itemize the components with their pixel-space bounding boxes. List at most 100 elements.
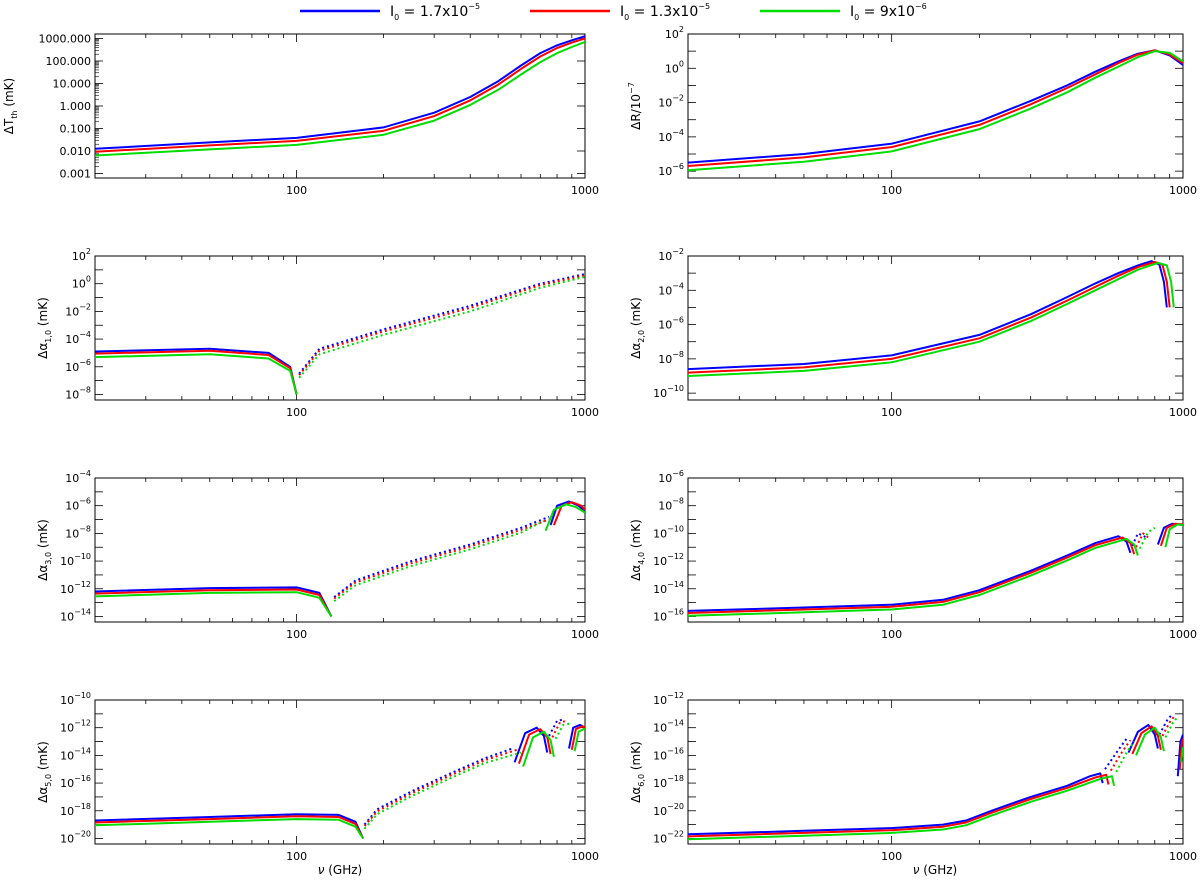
x-tick-label: 1000	[1169, 850, 1197, 863]
y-tick-label: 10−4	[65, 469, 91, 485]
plot-frame	[94, 255, 586, 401]
panel-a60: 100 1000 10−22 10−20 10−18 10−16 10−14 10−12 Δα6…	[629, 691, 1197, 863]
y-tick-label: 0.001	[60, 168, 92, 181]
series-line-dotted	[554, 722, 571, 740]
series-group	[95, 35, 585, 157]
panel-a20: 100 1000 10−10 10−8 10−6 10−4 10−2 Δα2,0 (mK)	[629, 247, 1197, 419]
series-line-dotted	[1104, 738, 1128, 770]
y-tick-label: 10−12	[653, 691, 684, 707]
panel-a50: 100 1000 10−20 10−18 10−16 10−14 10−12 10−10 Δα5…	[36, 691, 599, 863]
series-line	[95, 35, 585, 150]
series-line	[544, 503, 585, 531]
x-tick-label: 100	[286, 628, 307, 641]
y-tick-label: 1.000	[60, 100, 92, 113]
series-line	[513, 726, 549, 763]
series-line	[552, 501, 585, 526]
y-tick-label: 100	[665, 59, 684, 75]
y-tick-label: 10−18	[653, 774, 684, 790]
x-tick-label: 100	[881, 184, 902, 197]
x-tick-label: 1000	[571, 628, 599, 641]
series-line	[95, 40, 585, 157]
y-tick-label: 10−2	[658, 94, 684, 110]
y-axis-label: ΔR/10−7	[627, 82, 643, 130]
series-group	[95, 718, 585, 840]
y-axis-label: Δα6,0 (mK)	[629, 741, 646, 803]
series-line	[688, 50, 1183, 172]
y-tick-label: 10−4	[65, 330, 91, 346]
y-tick-label: 10−14	[653, 719, 684, 735]
y-tick-label: 10−20	[653, 802, 684, 818]
y-axis-label: Δα5,0 (mK)	[36, 741, 53, 803]
series-line	[688, 261, 1175, 377]
panel-dT: 100 1000 0.001 0.010 0.100 1.000 10.000 100.000…	[2, 33, 599, 198]
x-tick-label: 100	[286, 850, 307, 863]
y-tick-label: 10−8	[658, 350, 684, 366]
series-line-dotted	[298, 275, 585, 379]
series-group	[688, 713, 1183, 841]
y-tick-label: 10−6	[658, 469, 684, 485]
legend-label: I0 = 1.7x10−5	[390, 2, 480, 22]
x-tick-label: 1000	[1169, 184, 1197, 197]
series-line-dotted	[1164, 715, 1179, 738]
x-axis-symbol: ν	[913, 863, 920, 877]
x-tick-label: 1000	[571, 184, 599, 197]
x-tick-label: 100	[881, 850, 902, 863]
plot-frame	[687, 699, 1184, 845]
panel-a30: 100 1000 10−14 10−12 10−10 10−8 10−6 10−4 Δα3,0 …	[36, 469, 599, 641]
y-axis-label: Δα2,0 (mK)	[629, 297, 646, 359]
series-line-dotted	[333, 517, 553, 600]
y-tick-label: 10−20	[60, 829, 91, 845]
series-line	[570, 725, 585, 750]
x-axis-title-right: ν (GHz)	[913, 863, 958, 877]
legend-item: I0 = 1.7x10−5	[300, 2, 480, 22]
series-line	[1180, 746, 1183, 763]
y-axis-label: Δα3,0 (mK)	[36, 519, 53, 581]
y-tick-label: 10−16	[653, 746, 684, 762]
series-line-dotted	[1138, 526, 1156, 550]
y-tick-label: 0.100	[60, 123, 92, 136]
series-group	[688, 522, 1183, 617]
series-line	[1127, 723, 1159, 754]
x-axis-unit: (GHz)	[919, 863, 957, 877]
y-tick-label: 10−4	[658, 128, 684, 144]
y-tick-label: 100	[72, 275, 91, 291]
series-line-dotted	[363, 747, 513, 826]
series-line	[1131, 725, 1162, 755]
plot-frame	[94, 33, 586, 179]
series-line	[688, 772, 1104, 836]
series-line	[1135, 726, 1165, 756]
series-line	[688, 49, 1183, 167]
series-line	[95, 588, 333, 617]
x-tick-label: 1000	[1169, 406, 1197, 419]
y-tick-label: 10−6	[65, 358, 91, 374]
legend-item: I0 = 1.3x10−5	[530, 2, 710, 22]
y-tick-label: 10−14	[60, 746, 91, 762]
y-tick-label: 10−22	[653, 829, 684, 845]
series-group	[95, 500, 585, 618]
series-line-dotted	[1161, 714, 1176, 737]
series-line	[688, 261, 1171, 374]
y-axis-label: Δα1,0 (mK)	[36, 297, 53, 359]
plot-frame	[687, 255, 1184, 401]
series-line	[95, 37, 585, 153]
x-tick-label: 100	[881, 628, 902, 641]
y-axis-label: Δα4,0 (mK)	[629, 519, 646, 581]
series-line-dotted	[298, 274, 585, 376]
series-group	[688, 49, 1183, 172]
series-line-dotted	[1135, 532, 1151, 548]
y-tick-label: 10−12	[60, 719, 91, 735]
panel-a40: 100 1000 10−16 10−14 10−12 10−10 10−8 10−6 Δα4,0…	[629, 469, 1197, 641]
panel-a10: 100 1000 10−8 10−6 10−4 10−2 100 102 Δα1,0 (mK)	[36, 247, 599, 419]
series-line	[95, 591, 333, 618]
x-axis-unit: (GHz)	[324, 863, 362, 877]
series-line-dotted	[363, 751, 522, 830]
x-tick-label: 100	[286, 184, 307, 197]
y-tick-label: 10−18	[60, 802, 91, 818]
x-tick-label: 100	[286, 406, 307, 419]
panel-dR: 100 1000 10−6 10−4 10−2 100 102 ΔR/10−7	[627, 25, 1197, 197]
series-line-dotted	[1109, 739, 1132, 772]
y-tick-label: 10−16	[60, 774, 91, 790]
series-line-dotted	[1115, 740, 1136, 773]
series-line-dotted	[363, 748, 518, 827]
